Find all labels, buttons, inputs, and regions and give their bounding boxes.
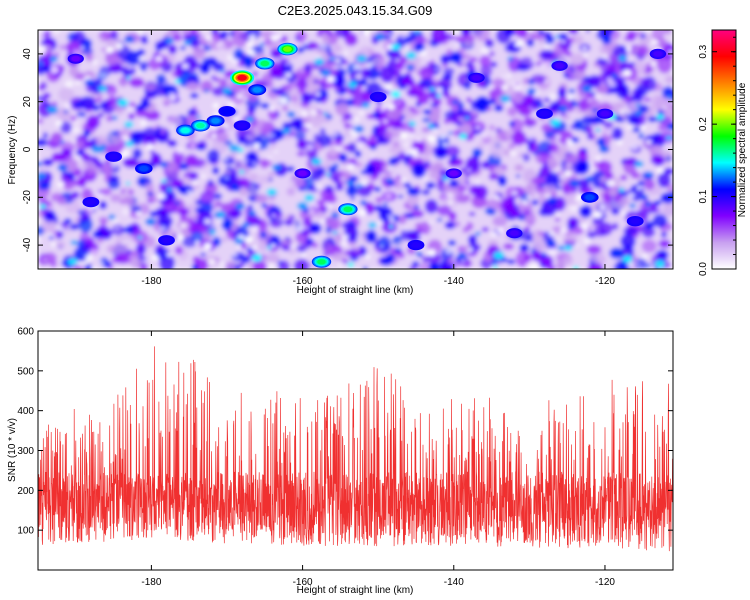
spectrogram-hotspots	[67, 42, 667, 268]
hotspot	[233, 120, 251, 131]
spectrogram-texture	[38, 30, 673, 269]
x-tick-label: -120	[595, 276, 615, 287]
hotspot	[230, 70, 255, 86]
hotspot	[255, 57, 275, 70]
snr-series-line	[38, 346, 673, 552]
y-tick-label: 500	[17, 366, 34, 377]
hotspot	[626, 216, 644, 227]
colorbar-tick-label: 0.3	[698, 44, 709, 58]
x-tick-label: -180	[141, 276, 161, 287]
hotspot	[135, 163, 153, 175]
x-tick-label: -140	[444, 276, 464, 287]
y-tick-label: 0	[22, 146, 33, 152]
hotspot	[445, 168, 462, 179]
spectrogram-x-label: Height of straight line (km)	[297, 285, 414, 296]
spectrogram-panel: -180 -160 -140 -120 -40 -20 0 20 40 Height of s…	[7, 29, 674, 296]
snr-y-label: SNR (10 * v/v)	[7, 418, 18, 482]
snr-x-label: Height of straight line (km)	[297, 585, 414, 596]
hotspot	[581, 191, 599, 203]
hotspot	[536, 108, 553, 119]
hotspot	[158, 235, 175, 246]
hotspot	[105, 151, 122, 162]
x-tick-label: -140	[444, 577, 464, 588]
y-tick-label: 40	[22, 48, 33, 60]
hotspot	[294, 168, 311, 179]
x-tick-label: -160	[293, 276, 313, 287]
y-tick-label: 200	[17, 486, 34, 497]
hotspot	[191, 119, 210, 132]
chart-title: C2E3.2025.043.15.34.G09	[278, 3, 433, 18]
y-tick-label: -20	[22, 190, 33, 205]
hotspot	[649, 48, 667, 60]
hotspot	[551, 60, 568, 71]
spectrogram-x-axis: -180 -160 -140 -120	[141, 30, 615, 287]
hotspot	[311, 255, 332, 268]
hotspot	[407, 239, 425, 251]
snr-panel: -180 -160 -140 -120 100 200 300 400 500 600 Heig…	[7, 327, 674, 596]
hotspot	[67, 53, 84, 64]
x-tick-label: -120	[595, 577, 615, 588]
y-tick-label: 300	[17, 446, 34, 457]
snr-x-axis: -180 -160 -140 -120	[141, 331, 615, 588]
y-tick-label: 100	[17, 526, 34, 537]
y-tick-label: 600	[17, 327, 34, 338]
y-tick-label: 400	[17, 406, 34, 417]
x-tick-label: -160	[293, 577, 313, 588]
hotspot	[596, 108, 614, 119]
hotspot	[277, 42, 298, 56]
colorbar-tick-label: 0.1	[698, 189, 709, 203]
y-tick-label: -40	[22, 237, 33, 252]
colorbar-label: Normalized spectral amplitude	[737, 82, 748, 217]
colorbar-tick-label: 0.2	[698, 117, 709, 131]
colorbar: 0.0 0.1 0.2 0.3 Normalized spectral amplitu…	[698, 29, 748, 276]
hotspot	[82, 196, 100, 208]
hotspot	[468, 72, 485, 83]
colorbar-axis: 0.0 0.1 0.2 0.3	[698, 36, 736, 276]
hotspot	[218, 106, 236, 117]
hotspot	[248, 84, 267, 96]
hotspot	[506, 228, 523, 239]
colorbar-gradient	[712, 30, 736, 269]
x-tick-label: -180	[141, 577, 161, 588]
spectrogram-y-axis: -40 -20 0 20 40	[22, 48, 673, 252]
hotspot	[176, 124, 195, 137]
y-tick-label: 20	[22, 96, 33, 108]
hotspot	[338, 203, 358, 216]
snr-y-axis: 100 200 300 400 500 600	[17, 327, 673, 537]
colorbar-frame	[711, 29, 737, 270]
hotspot	[369, 91, 387, 103]
colorbar-tick-label: 0.0	[698, 262, 709, 276]
hotspot	[206, 115, 225, 127]
spectrogram-y-label: Frequency (Hz)	[7, 116, 18, 185]
